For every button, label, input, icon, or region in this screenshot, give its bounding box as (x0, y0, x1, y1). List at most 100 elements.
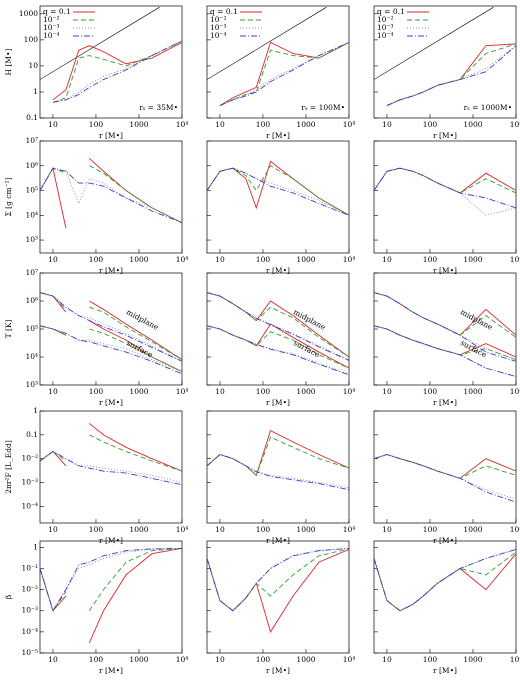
series-line (374, 292, 516, 361)
y-tick-label: 100 (24, 35, 39, 44)
series-line (386, 43, 516, 106)
plot-area (207, 160, 349, 216)
series-line (374, 453, 516, 479)
plot-area (374, 453, 516, 503)
series-line (374, 167, 516, 194)
x-tick-label: 10 (48, 255, 58, 264)
legend-label: 10⁻³ (210, 23, 227, 32)
x-tick-label: 100 (256, 655, 271, 664)
surface-line (40, 325, 182, 375)
series-line (386, 43, 516, 106)
annotation: rₛ = 35M• (139, 103, 178, 112)
y-tick-label: 10⁷ (25, 136, 38, 145)
plot-area (40, 292, 182, 375)
series-line (374, 551, 516, 612)
plot-area (374, 6, 516, 106)
surface-line (374, 325, 516, 378)
y-tick-label: 0.1 (26, 430, 38, 439)
plot-area (207, 547, 349, 633)
x-tick-label: 1000 (129, 655, 148, 664)
panel: 10 100 1000 10⁴ r [M•] (373, 140, 520, 275)
y-tick-label: 10⁴ (25, 210, 38, 219)
plot-frame (373, 540, 517, 654)
panel: 10 100 1000 10⁴ r [M•] (373, 540, 520, 675)
y-tick-label: 10⁷ (25, 268, 38, 277)
series-line (40, 292, 182, 362)
x-tick-label: 10⁴ (176, 387, 189, 396)
series-line (374, 167, 516, 194)
plot-area (207, 292, 349, 376)
plot-area (40, 547, 182, 644)
surface-line (207, 325, 349, 369)
panel: 10 100 1000 10⁴ 10³ 10⁴ 10⁵ 10⁶ 10⁷ r [M•] T [K] mi… (4, 268, 188, 407)
plot-area (374, 548, 516, 612)
x-tick-label: 100 (89, 525, 104, 534)
x-axis-label: r [M•] (433, 536, 457, 545)
plot-frame (373, 140, 517, 254)
series-line (374, 292, 516, 336)
legend-label: 10⁻³ (377, 23, 394, 32)
x-tick-label: 1000 (129, 120, 148, 129)
x-axis-label: r [M•] (99, 536, 123, 545)
plot-frame (39, 5, 183, 119)
x-tick-label: 10 (215, 255, 225, 264)
y-tick-label: 10⁻¹ (21, 563, 38, 572)
x-axis-label: r [M•] (266, 536, 290, 545)
x-axis-label: r [M•] (99, 131, 123, 140)
panel: 10 100 1000 10⁴ r [M•] q = 0.110⁻²10⁻³10⁻⁴ rₛ … (206, 5, 355, 140)
series-line (40, 450, 182, 486)
x-tick-label: 10 (382, 655, 392, 664)
x-tick-label: 10⁴ (176, 655, 189, 664)
x-tick-label: 10 (382, 255, 392, 264)
x-tick-label: 10⁴ (343, 387, 356, 396)
y-tick-label: 1 (33, 406, 38, 415)
x-tick-label: 1000 (296, 525, 315, 534)
plot-area (40, 157, 182, 229)
x-tick-label: 100 (256, 387, 271, 396)
x-tick-label: 1000 (296, 255, 315, 264)
series-line (219, 41, 349, 106)
plot-frame (39, 540, 183, 654)
plot-frame (206, 410, 350, 524)
x-tick-label: 1000 (296, 387, 315, 396)
panel: 10 100 1000 10⁴ 10⁻⁴ 10⁻³ 10⁻² 0.1 1 r [M•] 2πr²F … (4, 406, 188, 545)
series-line (386, 45, 516, 106)
series-line (374, 453, 516, 479)
series-line (374, 167, 516, 216)
plot-frame (206, 540, 350, 654)
panel: 10 100 1000 10⁴ r [M•] (373, 410, 520, 545)
x-tick-label: 10⁴ (176, 525, 189, 534)
legend-label: 10⁻² (210, 15, 227, 24)
y-tick-label: 10⁻² (21, 454, 38, 463)
panel: 10 100 1000 10⁴ 10³ 10⁴ 10⁵ 10⁶ 10⁷ r [M•] Σ [g cm… (4, 136, 188, 275)
x-tick-label: 100 (89, 120, 104, 129)
y-axis-label: H [M•] (4, 48, 13, 75)
plot-area (40, 6, 182, 103)
y-tick-label: 10⁴ (25, 352, 38, 361)
x-tick-label: 10 (215, 525, 225, 534)
legend-label: 10⁻⁴ (43, 31, 60, 40)
x-tick-label: 100 (256, 255, 271, 264)
x-tick-label: 100 (256, 120, 271, 129)
series-line (40, 547, 182, 612)
series-line (374, 548, 516, 612)
series-line (207, 453, 349, 491)
y-tick-label: 1000 (19, 9, 38, 18)
x-axis-label: r [M•] (433, 398, 457, 407)
series-line (374, 548, 516, 612)
x-tick-label: 10 (215, 387, 225, 396)
series-line (207, 292, 349, 361)
series-line (207, 292, 349, 358)
series-line (207, 453, 349, 489)
x-axis-label: r [M•] (266, 398, 290, 407)
y-tick-label: 10⁵ (25, 324, 38, 333)
surface-line (207, 323, 349, 369)
series-line (374, 453, 516, 500)
x-tick-label: 10⁴ (510, 255, 520, 264)
y-tick-label: 10⁻⁵ (21, 648, 38, 657)
reference-line (207, 6, 327, 80)
x-axis-label: r [M•] (99, 398, 123, 407)
